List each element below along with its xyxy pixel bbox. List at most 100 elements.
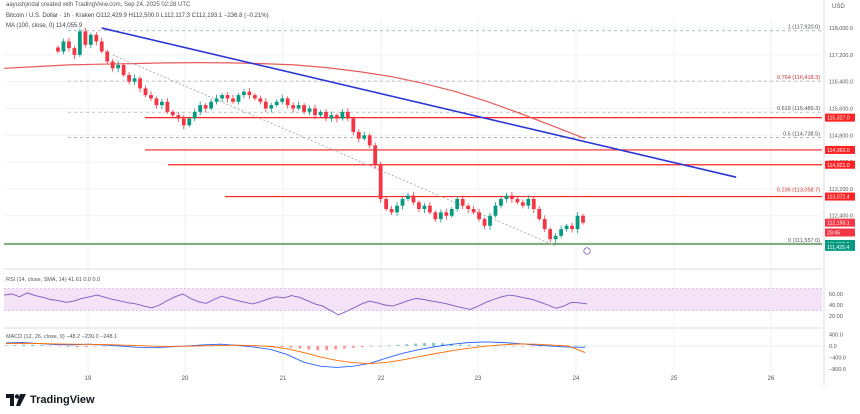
candle-body — [192, 111, 197, 119]
candle-body — [160, 101, 164, 106]
candle-body — [438, 212, 443, 220]
dotted-channel-line — [112, 54, 556, 247]
macd-histogram-bar — [66, 345, 70, 347]
macd-histogram-bar — [467, 344, 471, 346]
candle-body — [395, 205, 399, 213]
misc — [583, 247, 591, 255]
time-tick-label: 19 — [85, 376, 92, 382]
candle-body — [340, 111, 345, 119]
candle-body — [83, 31, 88, 45]
candle-body — [307, 108, 312, 112]
candle-body — [154, 98, 159, 106]
macd-histogram-bar — [316, 345, 320, 351]
candle-body — [88, 34, 93, 45]
macd-histogram-bar — [521, 345, 525, 347]
time-tick-label: 25 — [671, 376, 678, 382]
candle-body — [116, 64, 121, 69]
candles — [56, 27, 585, 244]
macd-histogram-bar — [22, 344, 26, 346]
candle-body — [373, 145, 378, 166]
macd-histogram-bar — [343, 345, 346, 349]
macd-histogram-bar — [539, 345, 542, 347]
candle-body — [94, 34, 99, 42]
fib-labels: 1 (117,920.0) 0.764 (116,418.3) 0.618 (115… — [777, 25, 820, 244]
candle-body — [149, 95, 153, 99]
symbol-line: Bitcoin / U.S. Dollar · 1h · Kraken O112… — [6, 13, 269, 19]
candle-body — [542, 219, 547, 230]
level-badge — [825, 113, 855, 122]
level-badge — [825, 145, 855, 154]
candle-body — [220, 95, 224, 99]
candle-body — [449, 209, 454, 216]
rsi-panel: RSI (14, close, SMA, 14) 41.61 0.0 0.0 20… — [3, 277, 843, 320]
price-badge — [825, 228, 855, 237]
macd-tick-label: −400.0 — [829, 356, 846, 362]
macd-tick-label: 400.0 — [829, 332, 843, 338]
candle-body — [165, 101, 170, 112]
signal-line — [5, 342, 586, 365]
macd-histogram-bar — [31, 344, 35, 346]
trendline[interactable] — [101, 27, 737, 178]
candle-body — [520, 202, 525, 206]
macd-histogram-bar — [583, 345, 587, 347]
level-badge-text: 115,327.0 — [827, 116, 850, 122]
candle-body — [110, 61, 115, 69]
time-tick-label: 20 — [182, 376, 189, 382]
grid — [4, 0, 825, 386]
candle-body — [427, 205, 432, 213]
candle-body — [296, 105, 301, 109]
candle-body — [77, 31, 82, 55]
descending-trendline[interactable] — [101, 27, 737, 178]
candle-body — [61, 41, 66, 52]
candle-body — [384, 198, 389, 210]
candle-body — [269, 105, 274, 109]
price-tick-label: 115,600.0 — [829, 106, 853, 112]
macd-histogram-bar — [414, 343, 418, 346]
macd-histogram-bar — [432, 342, 435, 346]
price-badge-text: 29:45 — [827, 230, 840, 236]
macd-panel: MACD (12, 26, close, 9) −48.2 −230.0 −24… — [4, 332, 846, 373]
price-badge — [825, 218, 855, 227]
candle-body — [389, 209, 394, 213]
macd-histogram-bar — [40, 345, 44, 346]
rsi-tick-label: 40.00 — [829, 303, 843, 309]
candle-body — [143, 88, 148, 96]
event-marker-icon[interactable] — [583, 247, 591, 255]
candle-body — [575, 215, 580, 230]
fib-label: 0.236 (113,058.7) — [777, 188, 820, 194]
macd-histogram-bar — [449, 343, 453, 346]
time-axis[interactable]: 19 20 21 22 23 24 25 26 — [85, 376, 775, 382]
currency-label: USD — [832, 4, 845, 10]
tradingview-logo[interactable]: TradingView — [6, 394, 95, 406]
candle-body — [324, 111, 328, 119]
ma-line: MA (100, close, 0) 114,055.9 — [6, 23, 83, 29]
rsi-tick-label: 60.00 — [829, 292, 843, 298]
price-badge-text: 111,425.4 — [827, 245, 849, 251]
price-tick-label: 118,000.0 — [829, 26, 853, 32]
dotted-channel — [112, 54, 556, 247]
macd-histogram-bar — [423, 343, 427, 346]
macd-histogram-bar — [75, 345, 79, 348]
candle-body — [411, 195, 416, 203]
macd-histogram-bar — [289, 345, 293, 348]
brand-name: TradingView — [30, 394, 95, 406]
candle-body — [466, 205, 471, 210]
price-tick-label: 113,200.0 — [829, 187, 853, 193]
candle-body — [99, 41, 104, 52]
candle-body — [127, 74, 131, 82]
candle-body — [56, 47, 60, 52]
candle-body — [433, 212, 438, 220]
candle-body — [455, 198, 460, 210]
macd-histogram-bar — [458, 344, 462, 346]
candle-body — [482, 219, 487, 226]
candle-body — [417, 202, 421, 210]
macd-histogram-bar — [271, 345, 275, 347]
price-tick-label: 117,200.0 — [829, 53, 853, 59]
price-axis[interactable]: 111,600.0112,400.0113,200.0114,000.0114,… — [829, 26, 853, 246]
candle-body — [444, 212, 449, 216]
candle-body — [258, 98, 263, 102]
level-badge-text: 114,363.0 — [827, 148, 850, 154]
candle-body — [209, 101, 214, 109]
price-tick-label: 116,400.0 — [829, 80, 853, 86]
